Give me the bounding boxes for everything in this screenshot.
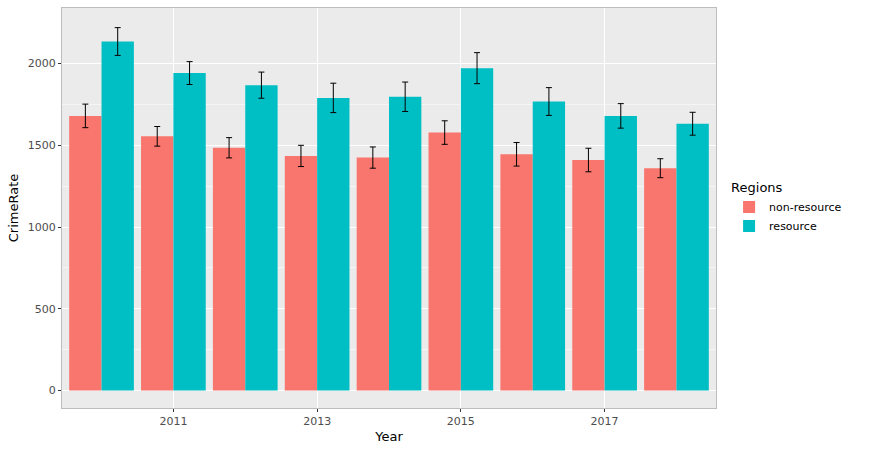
svg-text:Regions: Regions xyxy=(731,180,783,195)
svg-text:0: 0 xyxy=(49,384,56,397)
svg-text:CrimeRate: CrimeRate xyxy=(6,174,21,243)
svg-text:2011: 2011 xyxy=(159,415,187,428)
svg-text:2013: 2013 xyxy=(303,415,331,428)
svg-text:2017: 2017 xyxy=(591,415,619,428)
svg-text:1500: 1500 xyxy=(28,139,56,152)
svg-text:2015: 2015 xyxy=(447,415,475,428)
svg-text:resource: resource xyxy=(769,220,817,233)
svg-text:1000: 1000 xyxy=(28,221,56,234)
svg-text:500: 500 xyxy=(35,303,56,316)
svg-text:Year: Year xyxy=(374,429,403,444)
svg-text:2000: 2000 xyxy=(28,57,56,70)
svg-text:non-resource: non-resource xyxy=(769,201,841,214)
